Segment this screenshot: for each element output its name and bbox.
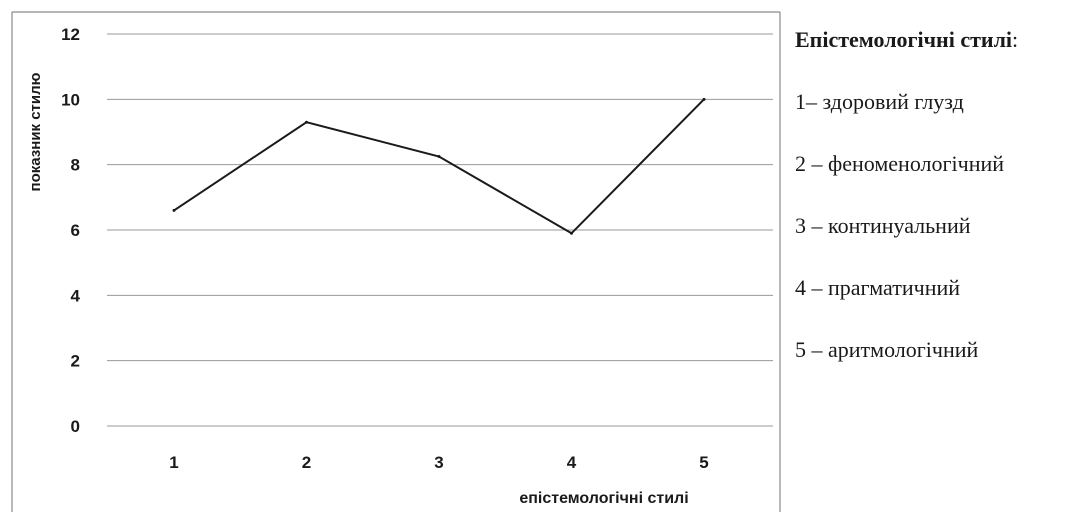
y-axis-title: показник стилю	[27, 72, 44, 191]
series-line	[174, 99, 704, 233]
data-point	[570, 232, 573, 235]
y-tick-label: 10	[61, 90, 80, 109]
x-tick-label: 5	[699, 453, 708, 472]
y-tick-label: 0	[71, 417, 80, 436]
x-tick-label: 4	[567, 453, 577, 472]
legend-title-text: Епістемологічні стилі	[795, 27, 1012, 52]
data-point	[173, 209, 176, 212]
data-point	[703, 98, 706, 101]
legend-item-3: 3 – континуальний	[795, 210, 1080, 272]
legend-title-colon: :	[1012, 27, 1018, 52]
legend-item-2: 2 – феноменологічний	[795, 148, 1080, 210]
data-point	[438, 155, 441, 158]
x-axis-title: епістемологічні стилі	[519, 490, 688, 507]
x-tick-label: 1	[169, 453, 178, 472]
y-tick-label: 12	[61, 25, 80, 44]
legend-item-1: 1– здоровий глузд	[795, 86, 1080, 148]
data-point	[305, 121, 308, 124]
legend-item-5: 5 – аритмологічний	[795, 334, 1080, 396]
y-tick-label: 4	[71, 286, 81, 305]
legend: Епістемологічні стилі: 1– здоровий глузд…	[795, 24, 1080, 396]
y-tick-label: 8	[71, 156, 80, 175]
y-tick-label: 2	[71, 352, 80, 371]
x-tick-label: 2	[302, 453, 311, 472]
legend-title: Епістемологічні стилі:	[795, 24, 1080, 55]
y-tick-label: 6	[71, 221, 80, 240]
x-tick-label: 3	[434, 453, 443, 472]
legend-item-4: 4 – прагматичний	[795, 272, 1080, 334]
